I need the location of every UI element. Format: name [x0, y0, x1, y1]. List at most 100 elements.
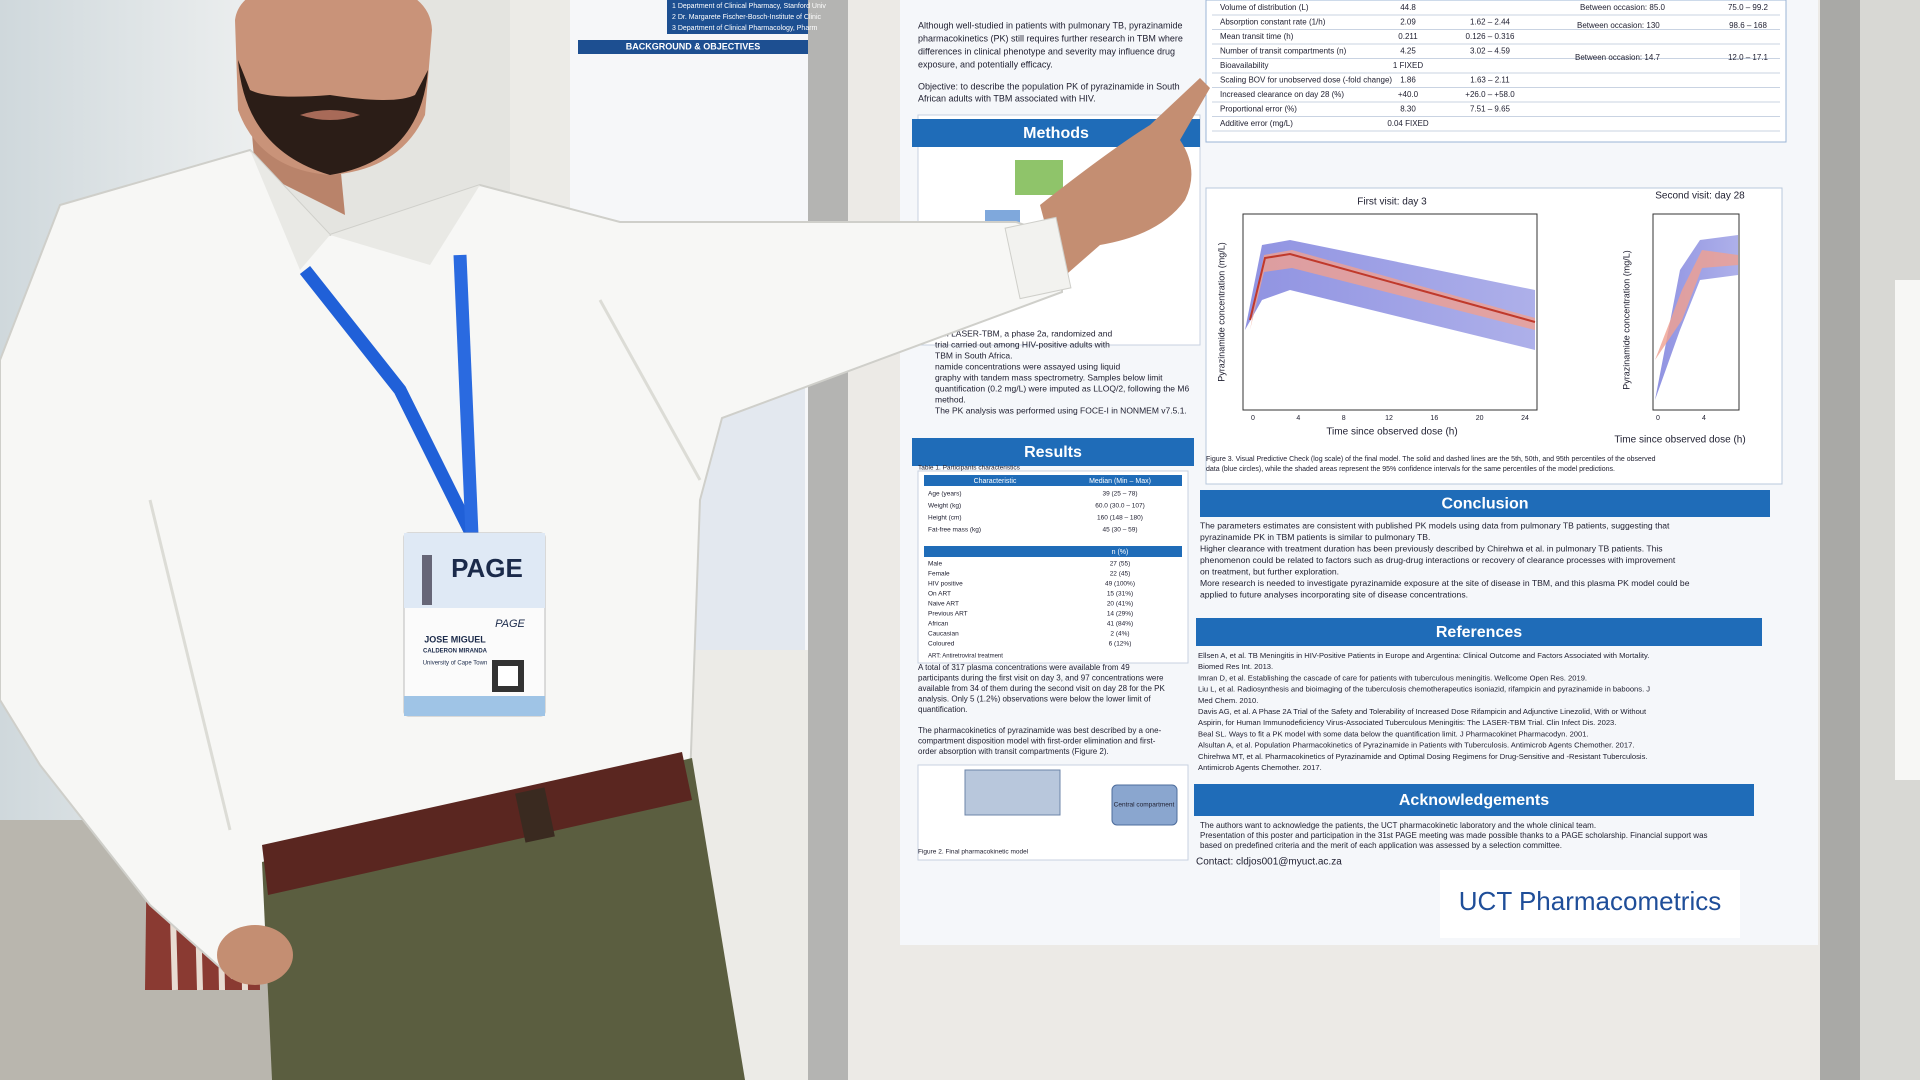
lanyard — [299, 265, 478, 538]
row-label: Weight (kg) — [928, 503, 961, 510]
param-estimate: 1.86 — [1400, 76, 1416, 85]
results-line: A total of 317 plasma concentrations wer… — [918, 663, 1130, 672]
row-value: 15 (31%) — [1107, 591, 1133, 598]
arm-box — [1015, 160, 1063, 195]
results-line: participants during the first visit on d… — [918, 674, 1164, 683]
contact: Contact: cldjos001@myuct.ac.za — [1196, 857, 1342, 868]
conclusion-line: The parameters estimates are consistent … — [1200, 520, 1670, 530]
ci-band — [1655, 235, 1738, 400]
results-line: compartment disposition model with first… — [918, 737, 1156, 746]
methods-line: method. — [935, 394, 966, 404]
methods-line: quantification (0.2 mg/L) were imputed a… — [935, 383, 1189, 393]
row-label: Caucasian — [928, 631, 959, 638]
section-title: Conclusion — [1441, 496, 1528, 513]
intro-line: differences in clinical phenotype and se… — [918, 46, 1175, 56]
table-header-bar — [924, 475, 1182, 486]
table-caption: Table 1. Participants characteristics — [918, 465, 1021, 472]
row-label: Naive ART — [928, 601, 959, 608]
bov-ci: 75.0 – 99.2 — [1728, 3, 1769, 12]
central-box — [1111, 784, 1178, 826]
row-value: 39 (25 – 78) — [1102, 491, 1137, 498]
param-name: Additive error (mg/L) — [1220, 119, 1293, 128]
ci-band — [1250, 250, 1535, 330]
section-bar — [1200, 490, 1770, 517]
row-value: 6 (12%) — [1109, 641, 1132, 648]
affiliation: 3 Department of Clinical Pharmacology, P… — [672, 25, 818, 32]
row-value: 160 (148 – 180) — [1097, 515, 1143, 522]
badge-text: PAGE — [495, 618, 525, 630]
shirt-fold — [148, 299, 702, 831]
left-poster-header — [667, 0, 808, 34]
x-tick-label: 24 — [1521, 415, 1529, 422]
badge-text: PAGE JOSE MIGUEL CALDERON MIRANDA Universit… — [423, 553, 526, 667]
row-value: 41 (84%) — [1107, 621, 1133, 628]
y-axis-label: Pyrazinamide concentration (mg/L) — [1621, 250, 1631, 390]
affiliation: 2 Dr. Margarete Fischer-Bosch-Institute … — [672, 14, 821, 21]
param-estimate: 4.25 — [1400, 47, 1416, 56]
section-bar — [1194, 784, 1754, 816]
y-axis-label: Pyrazinamide concentration (mg/L) — [1216, 242, 1226, 382]
ci-band — [1655, 250, 1738, 360]
row-value: 2 (4%) — [1110, 631, 1129, 638]
pole — [1820, 0, 1860, 1080]
intro-line: Although well-studied in patients with p… — [918, 20, 1182, 30]
panel-title: Second visit: day 28 — [1655, 191, 1745, 202]
poster-text: 1 Department of Clinical Pharmacy, Stanf… — [626, 3, 1780, 916]
reference-line: Alsultan A, et al. Population Pharmacoki… — [1198, 741, 1634, 750]
methods-line: namide concentrations were assayed using… — [935, 361, 1120, 371]
figure-caption: data (blue circles), while the shaded ar… — [1206, 466, 1615, 473]
param-estimate: 44.8 — [1400, 3, 1416, 12]
row-label: Previous ART — [928, 611, 968, 618]
conclusion-line: on treatment, but further exploration. — [1200, 566, 1339, 576]
row-label: On ART — [928, 591, 951, 598]
methods-line: trial carried out among HIV-positive adu… — [935, 339, 1110, 349]
acknowledgement-line: based on predefined criteria and the mer… — [1200, 841, 1562, 850]
section-bar — [912, 438, 1194, 466]
row-label: Coloured — [928, 641, 955, 648]
x-axis-label: Time since observed dose (h) — [1614, 435, 1745, 446]
row-label: Male — [928, 561, 942, 568]
param-estimate: 0.04 FIXED — [1387, 119, 1429, 128]
intro-line: exposure, and potentially efficacy. — [918, 59, 1053, 69]
param-estimate: 0.211 — [1398, 32, 1418, 41]
param-table-bg — [1205, 0, 1787, 143]
results-line: available from 34 of them during the sec… — [918, 684, 1165, 693]
reference-line: Ellsen A, et al. TB Meningitis in HIV-Po… — [1198, 651, 1649, 660]
row-label: HIV positive — [928, 581, 963, 588]
conclusion-line: Higher clearance with treatment duration… — [1200, 543, 1663, 553]
param-name: Increased clearance on day 28 (%) — [1220, 90, 1344, 99]
x-tick-label: 4 — [1296, 415, 1300, 422]
badge-text: CALDERON MIRANDA — [423, 649, 488, 655]
x-tick-label: 4 — [1702, 415, 1706, 422]
buckle — [515, 787, 555, 843]
reference-line: Antimicrob Agents Chemother. 2017. — [1198, 763, 1322, 772]
row-value: 45 (30 – 59) — [1102, 527, 1137, 534]
param-estimate: 1 FIXED — [1393, 61, 1423, 70]
logo-bg — [1440, 870, 1740, 938]
methods-line: d in LASER-TBM, a phase 2a, randomized a… — [935, 328, 1112, 338]
results-line: The pharmacokinetics of pyrazinamide was… — [918, 726, 1162, 735]
methods-line: TBM in South Africa. — [935, 350, 1012, 360]
row-value: 20 (41%) — [1107, 601, 1133, 608]
table-header: n (%) — [1112, 549, 1129, 556]
reference-line: Chirehwa MT, et al. Pharmacokinetics of … — [1198, 752, 1648, 761]
logo: UCT Pharmacometrics — [1459, 886, 1721, 916]
badge-footer — [404, 696, 545, 716]
bov-label: Between occasion: 85.0 — [1580, 3, 1665, 12]
x-tick-label: 0 — [1251, 415, 1255, 422]
x-tick-label: 8 — [1342, 415, 1346, 422]
param-ci: 0.126 – 0.316 — [1466, 32, 1515, 41]
row-label: Height (cm) — [928, 515, 962, 522]
reference-line: Biomed Res Int. 2013. — [1198, 662, 1273, 671]
param-estimate: 2.09 — [1400, 18, 1416, 27]
panel-title: First visit: day 3 — [1357, 197, 1427, 208]
reference-line: Aspirin, for Human Immunodeficiency Viru… — [1198, 718, 1616, 727]
results-line: analysis. Only 5 (1.2%) observations wer… — [918, 695, 1151, 704]
conclusion-line: applied to future analyses incorporating… — [1200, 589, 1468, 599]
table-header: Characteristic — [974, 478, 1017, 485]
badge-text: University of Cape Town — [423, 661, 488, 667]
row-label: Fat-free mass (kg) — [928, 527, 981, 534]
param-ci: 3.02 – 4.59 — [1470, 47, 1511, 56]
table-header: Median (Min – Max) — [1089, 478, 1151, 485]
param-estimate: +40.0 — [1398, 90, 1419, 99]
